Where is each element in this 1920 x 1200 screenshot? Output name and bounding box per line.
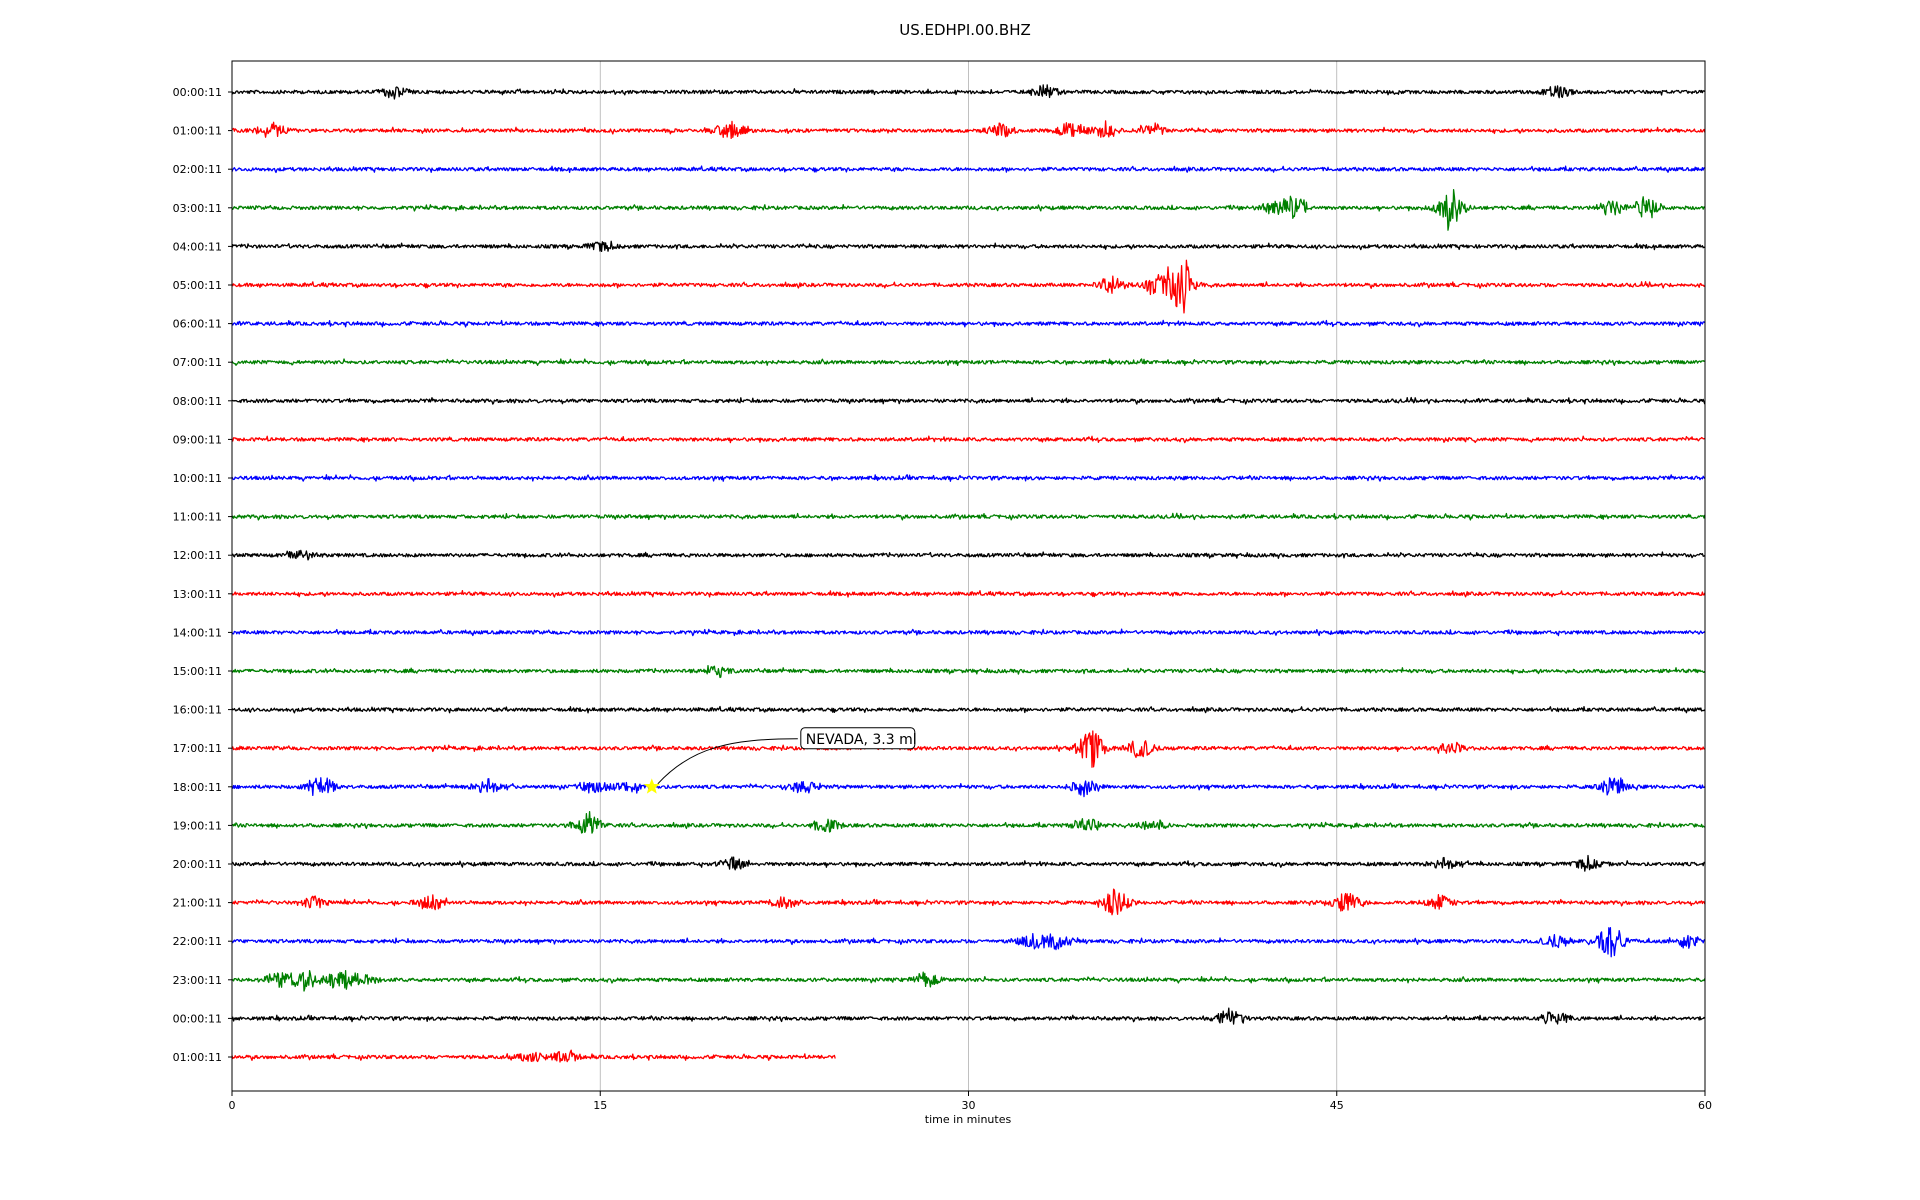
x-tick-label: 30 <box>962 1099 976 1112</box>
seismogram-trace <box>231 396 1706 405</box>
row-time-label: 21:00:11 <box>173 897 222 910</box>
event-connector <box>657 738 798 785</box>
row-time-label: 00:00:11 <box>173 86 222 99</box>
row-time-label: 18:00:11 <box>173 781 222 794</box>
row-time-label: 00:00:11 <box>173 1012 222 1025</box>
seismogram-trace <box>231 189 1706 231</box>
row-time-label: 09:00:11 <box>173 433 222 446</box>
row-time-labels: 00:00:11 01:00:11 02:00:11 03:00:11 04:00:11… <box>173 86 232 1064</box>
row-time-label: 11:00:11 <box>173 511 222 524</box>
row-time-label: 13:00:11 <box>173 588 222 601</box>
x-tick-label: 45 <box>1330 1099 1344 1112</box>
seismogram-trace <box>231 969 1706 992</box>
seismogram-trace <box>231 888 1706 916</box>
row-time-label: 15:00:11 <box>173 665 222 678</box>
row-time-label: 16:00:11 <box>173 704 222 717</box>
row-time-label: 17:00:11 <box>173 742 222 755</box>
row-time-label: 01:00:11 <box>173 1051 222 1064</box>
chart-title: US.EDHPI.00.BHZ <box>899 21 1031 39</box>
event-annotations: NEVADA, 3.3 ml <box>643 727 917 794</box>
seismogram-trace <box>231 705 1706 714</box>
seismogram-trace <box>231 730 1706 768</box>
x-axis-label: time in minutes <box>925 1113 1012 1126</box>
seismogram-trace <box>231 1049 836 1063</box>
row-time-label: 19:00:11 <box>173 819 222 832</box>
seismogram-trace <box>231 358 1706 367</box>
seismogram-trace <box>231 512 1706 521</box>
seismogram-trace <box>231 664 1706 679</box>
seismogram-trace <box>231 259 1706 314</box>
seismogram-trace <box>231 810 1705 834</box>
seismogram-trace <box>231 854 1705 872</box>
x-axis-ticks: 0 15 30 45 60 <box>229 1091 1712 1112</box>
row-time-label: 01:00:11 <box>173 125 222 138</box>
row-time-label: 02:00:11 <box>173 163 222 176</box>
seismogram-trace <box>231 240 1706 253</box>
row-time-label: 14:00:11 <box>173 626 222 639</box>
row-time-label: 04:00:11 <box>173 240 222 253</box>
seismogram-trace <box>231 84 1706 100</box>
x-tick-label: 60 <box>1698 1099 1712 1112</box>
row-time-label: 10:00:11 <box>173 472 222 485</box>
row-time-label: 12:00:11 <box>173 549 222 562</box>
seismogram-trace <box>231 474 1706 482</box>
seismogram-traces <box>231 84 1706 1063</box>
row-time-label: 07:00:11 <box>173 356 222 369</box>
seismogram-trace <box>231 927 1706 958</box>
seismogram-trace <box>231 319 1706 328</box>
row-time-label: 23:00:11 <box>173 974 222 987</box>
x-tick-label: 15 <box>593 1099 607 1112</box>
x-tick-label: 0 <box>229 1099 236 1112</box>
event-label: NEVADA, 3.3 ml <box>806 732 917 748</box>
seismogram-trace <box>231 435 1705 444</box>
row-time-label: 03:00:11 <box>173 202 222 215</box>
row-time-label: 22:00:11 <box>173 935 222 948</box>
row-time-label: 05:00:11 <box>173 279 222 292</box>
seismogram-trace <box>231 165 1705 174</box>
seismogram-trace <box>231 777 1706 798</box>
row-time-label: 08:00:11 <box>173 395 222 408</box>
row-time-label: 06:00:11 <box>173 318 222 331</box>
seismogram-trace <box>231 549 1706 561</box>
event-label-box <box>800 727 916 750</box>
seismogram-trace <box>231 628 1706 637</box>
event-star-marker <box>643 778 660 794</box>
seismogram-trace <box>231 1007 1706 1025</box>
seismogram-trace <box>231 589 1706 598</box>
x-gridlines <box>599 61 1338 1091</box>
seismogram-trace <box>231 120 1706 140</box>
row-time-label: 20:00:11 <box>173 858 222 871</box>
